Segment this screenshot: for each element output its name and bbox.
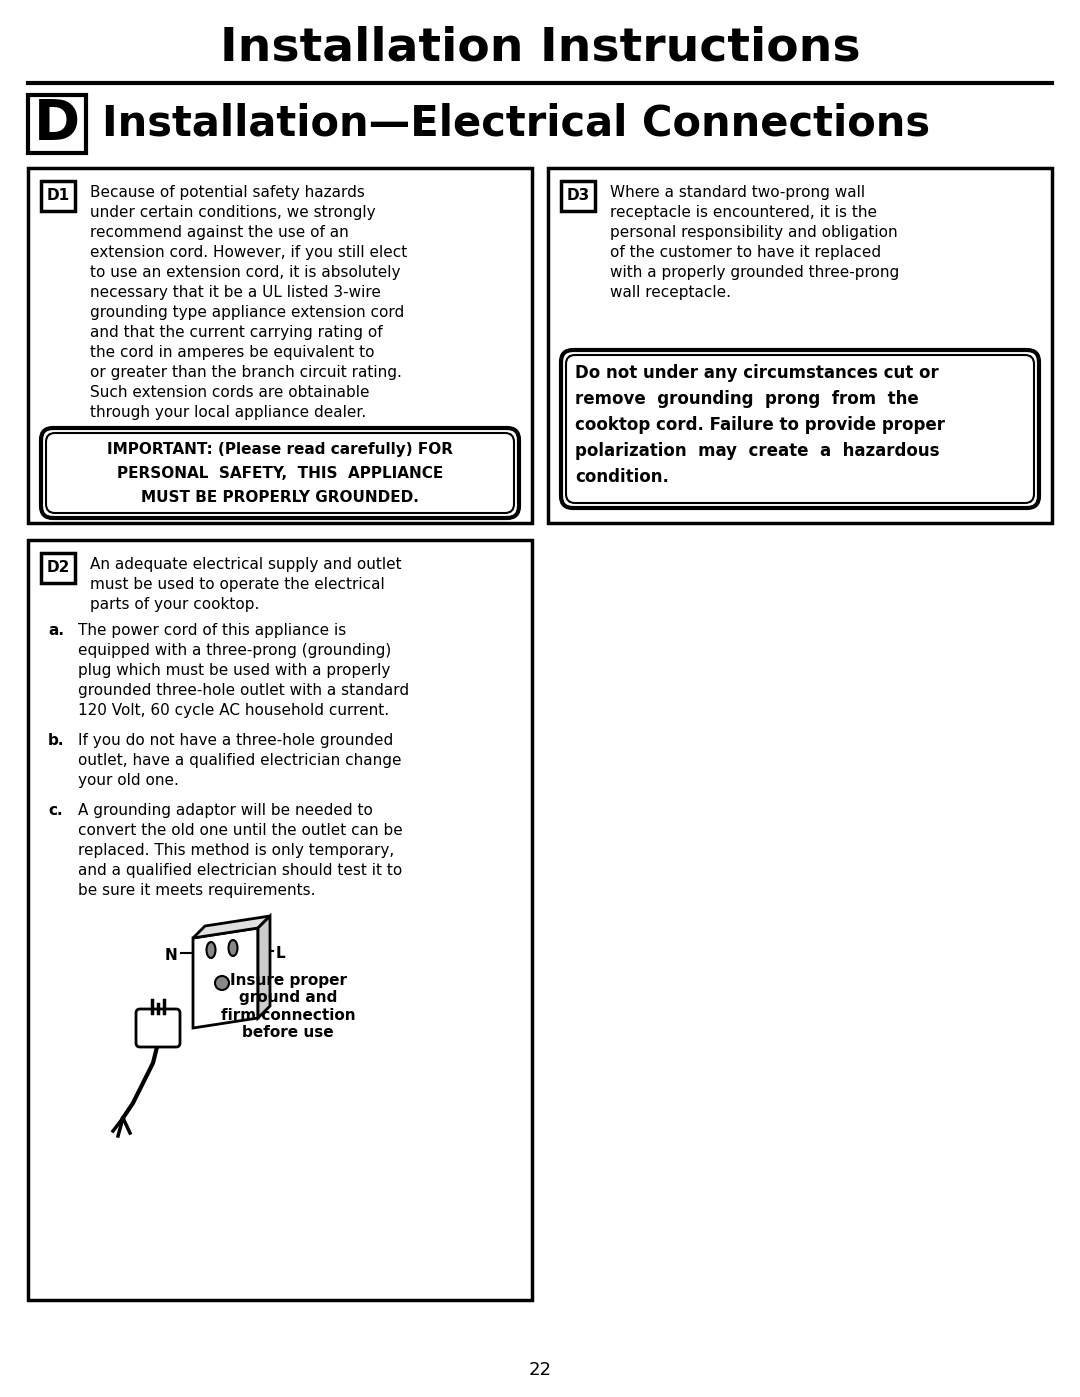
- Text: to use an extension cord, it is absolutely: to use an extension cord, it is absolute…: [90, 265, 401, 279]
- Text: necessary that it be a UL listed 3-wire: necessary that it be a UL listed 3-wire: [90, 285, 381, 300]
- FancyBboxPatch shape: [566, 355, 1034, 503]
- FancyBboxPatch shape: [46, 433, 514, 513]
- Circle shape: [215, 977, 229, 990]
- Text: D1: D1: [46, 189, 69, 204]
- Text: A grounding adaptor will be needed to: A grounding adaptor will be needed to: [78, 803, 373, 819]
- FancyBboxPatch shape: [561, 351, 1039, 509]
- Text: parts of your cooktop.: parts of your cooktop.: [90, 597, 259, 612]
- Bar: [41, 182, 75, 211]
- Bar: [28, 168, 532, 522]
- Text: 120 Volt, 60 cycle AC household current.: 120 Volt, 60 cycle AC household current.: [78, 703, 389, 718]
- Bar: [561, 182, 595, 211]
- Text: Such extension cords are obtainable: Such extension cords are obtainable: [90, 386, 369, 400]
- Text: cooktop cord. Failure to provide proper: cooktop cord. Failure to provide proper: [575, 416, 945, 434]
- Text: wall receptacle.: wall receptacle.: [610, 285, 731, 300]
- Text: a.: a.: [48, 623, 64, 638]
- Polygon shape: [258, 916, 270, 1018]
- Text: or greater than the branch circuit rating.: or greater than the branch circuit ratin…: [90, 365, 402, 380]
- Text: c.: c.: [48, 803, 63, 819]
- Text: must be used to operate the electrical: must be used to operate the electrical: [90, 577, 384, 592]
- Text: Insure proper
ground and
firm connection
before use: Insure proper ground and firm connection…: [220, 972, 355, 1041]
- Text: D3: D3: [566, 189, 590, 204]
- Text: 22: 22: [528, 1361, 552, 1379]
- Text: be sure it meets requirements.: be sure it meets requirements.: [78, 883, 315, 898]
- Text: condition.: condition.: [575, 468, 669, 486]
- Text: remove  grounding  prong  from  the: remove grounding prong from the: [575, 390, 919, 408]
- Bar: [548, 168, 1052, 522]
- Text: plug which must be used with a properly: plug which must be used with a properly: [78, 664, 390, 678]
- Text: Because of potential safety hazards: Because of potential safety hazards: [90, 184, 365, 200]
- Text: L: L: [275, 946, 285, 961]
- FancyBboxPatch shape: [41, 427, 519, 518]
- Text: D2: D2: [46, 560, 70, 576]
- Ellipse shape: [229, 940, 238, 956]
- Text: MUST BE PROPERLY GROUNDED.: MUST BE PROPERLY GROUNDED.: [141, 490, 419, 504]
- Text: personal responsibility and obligation: personal responsibility and obligation: [610, 225, 897, 240]
- Text: through your local appliance dealer.: through your local appliance dealer.: [90, 405, 366, 420]
- Text: Do not under any circumstances cut or: Do not under any circumstances cut or: [575, 365, 939, 381]
- Text: recommend against the use of an: recommend against the use of an: [90, 225, 349, 240]
- Text: equipped with a three-prong (grounding): equipped with a three-prong (grounding): [78, 643, 391, 658]
- Text: If you do not have a three-hole grounded: If you do not have a three-hole grounded: [78, 733, 393, 747]
- Text: Installation Instructions: Installation Instructions: [219, 25, 861, 70]
- Ellipse shape: [206, 942, 216, 958]
- Text: N: N: [164, 947, 177, 963]
- Text: IMPORTANT: (Please read carefully) FOR: IMPORTANT: (Please read carefully) FOR: [107, 441, 453, 457]
- Text: The power cord of this appliance is: The power cord of this appliance is: [78, 623, 347, 638]
- Text: D: D: [33, 96, 80, 151]
- Text: b.: b.: [48, 733, 65, 747]
- Text: receptacle is encountered, it is the: receptacle is encountered, it is the: [610, 205, 877, 219]
- FancyBboxPatch shape: [136, 1009, 180, 1046]
- Polygon shape: [193, 928, 258, 1028]
- Bar: [28, 95, 86, 154]
- Text: replaced. This method is only temporary,: replaced. This method is only temporary,: [78, 842, 394, 858]
- Text: and a qualified electrician should test it to: and a qualified electrician should test …: [78, 863, 402, 877]
- Bar: [41, 553, 75, 583]
- Text: outlet, have a qualified electrician change: outlet, have a qualified electrician cha…: [78, 753, 402, 768]
- Text: polarization  may  create  a  hazardous: polarization may create a hazardous: [575, 441, 940, 460]
- Text: convert the old one until the outlet can be: convert the old one until the outlet can…: [78, 823, 403, 838]
- Text: An adequate electrical supply and outlet: An adequate electrical supply and outlet: [90, 557, 402, 571]
- Text: under certain conditions, we strongly: under certain conditions, we strongly: [90, 205, 376, 219]
- Text: of the customer to have it replaced: of the customer to have it replaced: [610, 244, 881, 260]
- Polygon shape: [193, 916, 270, 937]
- Text: PERSONAL  SAFETY,  THIS  APPLIANCE: PERSONAL SAFETY, THIS APPLIANCE: [117, 467, 443, 481]
- Text: your old one.: your old one.: [78, 773, 179, 788]
- Text: and that the current carrying rating of: and that the current carrying rating of: [90, 326, 382, 339]
- Text: Where a standard two-prong wall: Where a standard two-prong wall: [610, 184, 865, 200]
- Text: extension cord. However, if you still elect: extension cord. However, if you still el…: [90, 244, 407, 260]
- Text: Installation—Electrical Connections: Installation—Electrical Connections: [102, 103, 930, 145]
- Text: the cord in amperes be equivalent to: the cord in amperes be equivalent to: [90, 345, 375, 360]
- Bar: [28, 541, 532, 1301]
- Text: grounded three-hole outlet with a standard: grounded three-hole outlet with a standa…: [78, 683, 409, 698]
- Text: grounding type appliance extension cord: grounding type appliance extension cord: [90, 305, 404, 320]
- Text: with a properly grounded three-prong: with a properly grounded three-prong: [610, 265, 900, 279]
